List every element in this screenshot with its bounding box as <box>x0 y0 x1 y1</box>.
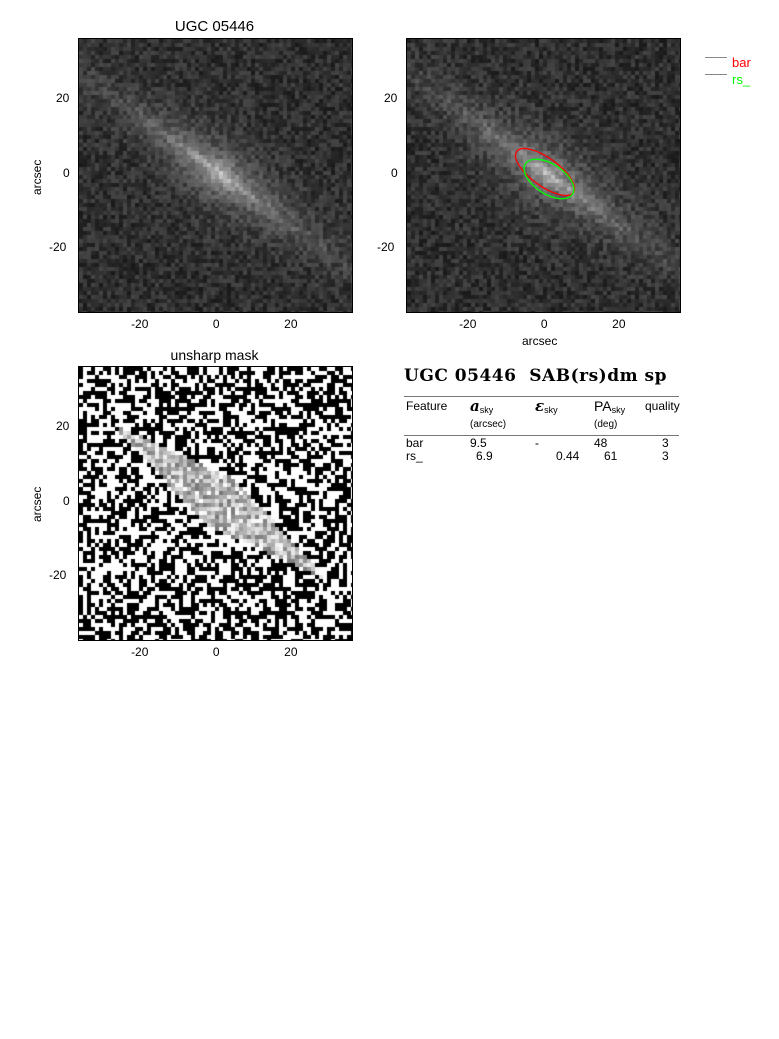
table-cell: - <box>535 436 539 450</box>
tick-label: -20 <box>49 568 67 583</box>
table-cell: 0.44 <box>556 449 580 463</box>
table-cell: 9.5 <box>470 436 487 450</box>
legend-label-bar: bar <box>732 55 751 70</box>
table-cell: 3 <box>662 449 669 463</box>
column-header: εsky <box>535 398 558 415</box>
unsharp-mask-panel <box>78 366 353 641</box>
x-axis-label: arcsec <box>522 334 558 348</box>
tick-label: 0 <box>391 165 398 180</box>
galaxy-classification-heading: UGC 05446 SAB(rs)dm sp <box>404 366 667 386</box>
table-cell: 61 <box>604 449 618 463</box>
tick-label: -20 <box>131 317 149 331</box>
table-header: Feature asky (arcsec) εsky PAsky (deg) quality <box>404 398 684 434</box>
table-mid-rule <box>404 435 679 436</box>
tick-label: 0 <box>63 165 70 180</box>
galaxy-image-overlay-panel <box>406 38 681 313</box>
tick-label: 20 <box>56 90 70 105</box>
header-subscript: sky <box>479 405 494 415</box>
tick-label: 0 <box>212 645 220 659</box>
column-header: asky (arcsec) <box>470 397 506 430</box>
galaxy-image-panel <box>78 38 353 313</box>
tick-label: 20 <box>384 90 398 105</box>
header-main: ε <box>535 397 545 415</box>
column-header: Feature <box>406 398 447 414</box>
table-cell: 3 <box>662 436 669 450</box>
rs-ellipse <box>523 158 575 200</box>
header-unit: (arcsec) <box>470 419 507 430</box>
header-unit: (deg) <box>594 419 618 430</box>
tick-label: 20 <box>612 317 626 331</box>
y-axis-label: arcsec <box>30 159 44 195</box>
panel-title: UGC 05446 <box>174 18 255 35</box>
column-header: PAsky (deg) <box>594 398 626 430</box>
table-cell: bar <box>406 436 424 450</box>
table-body: bar 9.5 - 48 3 rs_ 6.9 0.44 61 3 <box>404 437 684 465</box>
legend-line-rs <box>705 74 727 75</box>
tick-label: -20 <box>377 240 395 255</box>
tick-label: 20 <box>284 645 298 659</box>
header-main: Feature <box>406 399 448 413</box>
tick-label: 0 <box>63 493 70 508</box>
table-top-rule <box>404 396 679 397</box>
legend: bar rs_ <box>705 53 775 93</box>
header-subscript: sky <box>611 405 626 415</box>
tick-label: 20 <box>56 418 70 433</box>
tick-label: -20 <box>49 240 67 255</box>
header-main: PA <box>594 398 612 414</box>
tick-label: -20 <box>459 317 477 331</box>
legend-line-bar <box>705 57 727 58</box>
tick-label: 0 <box>540 317 548 331</box>
column-header: quality <box>645 398 680 414</box>
header-subscript: sky <box>544 405 558 415</box>
header-main: a <box>470 397 480 415</box>
panel-title: unsharp mask <box>170 347 259 363</box>
table-cell: 48 <box>594 436 608 450</box>
tick-label: -20 <box>131 645 149 659</box>
header-main: quality <box>645 399 680 413</box>
tick-label: 0 <box>212 317 220 331</box>
ellipse-overlay <box>514 147 576 200</box>
table-cell: rs_ <box>406 449 423 463</box>
legend-label-rs: rs_ <box>732 72 751 87</box>
y-axis-label: arcsec <box>30 486 44 522</box>
tick-label: 20 <box>284 317 298 331</box>
table-cell: 6.9 <box>476 449 493 463</box>
